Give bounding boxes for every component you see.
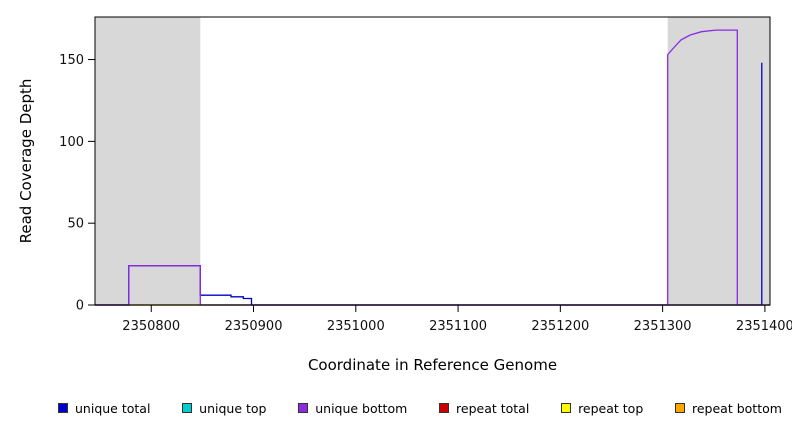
- legend-item-repeat-bottom: repeat bottom: [675, 401, 782, 416]
- legend-item-repeat-total: repeat total: [439, 401, 529, 416]
- series-unique-bottom: [95, 29, 770, 306]
- x-tick-label: 2351200: [531, 319, 589, 334]
- legend-label: repeat top: [578, 400, 644, 416]
- y-axis-title: Read Coverage Depth: [17, 78, 35, 244]
- legend-label: unique top: [199, 400, 267, 416]
- legend-item-unique-top: unique top: [182, 401, 266, 416]
- x-tick-label: 2351100: [429, 319, 487, 334]
- legend-label: repeat total: [456, 400, 530, 416]
- x-tick-label: 2350900: [225, 319, 283, 334]
- shaded-region: [667, 17, 770, 305]
- x-tick-label: 2351400: [736, 319, 792, 334]
- legend-label: unique total: [75, 400, 151, 416]
- legend-label: unique bottom: [315, 400, 408, 416]
- legend-swatch-unique-bottom: [298, 403, 309, 413]
- x-axis-title: Coordinate in Reference Genome: [307, 356, 558, 374]
- legend-swatch-repeat-top: [561, 403, 572, 413]
- legend-item-unique-bottom: unique bottom: [298, 401, 407, 416]
- y-tick-label: 100: [59, 135, 84, 150]
- x-tick-label: 2351000: [327, 319, 385, 334]
- legend-label: repeat bottom: [692, 400, 782, 416]
- shaded-region: [95, 17, 201, 305]
- y-tick-label: 0: [76, 299, 84, 314]
- legend-swatch-repeat-total: [439, 403, 450, 413]
- y-tick-label: 150: [59, 53, 84, 68]
- legend-item-unique-total: unique total: [58, 401, 150, 416]
- x-tick-label: 2351300: [634, 319, 692, 334]
- y-tick-label: 50: [67, 217, 84, 232]
- legend-swatch-repeat-bottom: [675, 403, 685, 413]
- plot-box: [94, 16, 771, 306]
- legend-item-repeat-top: repeat top: [561, 401, 643, 416]
- legend-swatch-unique-top: [182, 403, 193, 413]
- coverage-plot: 2350800 2350900 2351000 2351100 2351200 23513…: [59, 16, 792, 334]
- legend-swatch-unique-total: [58, 403, 68, 413]
- legend: unique total unique top unique bottom repea…: [58, 396, 782, 420]
- x-tick-label: 2350800: [122, 319, 180, 334]
